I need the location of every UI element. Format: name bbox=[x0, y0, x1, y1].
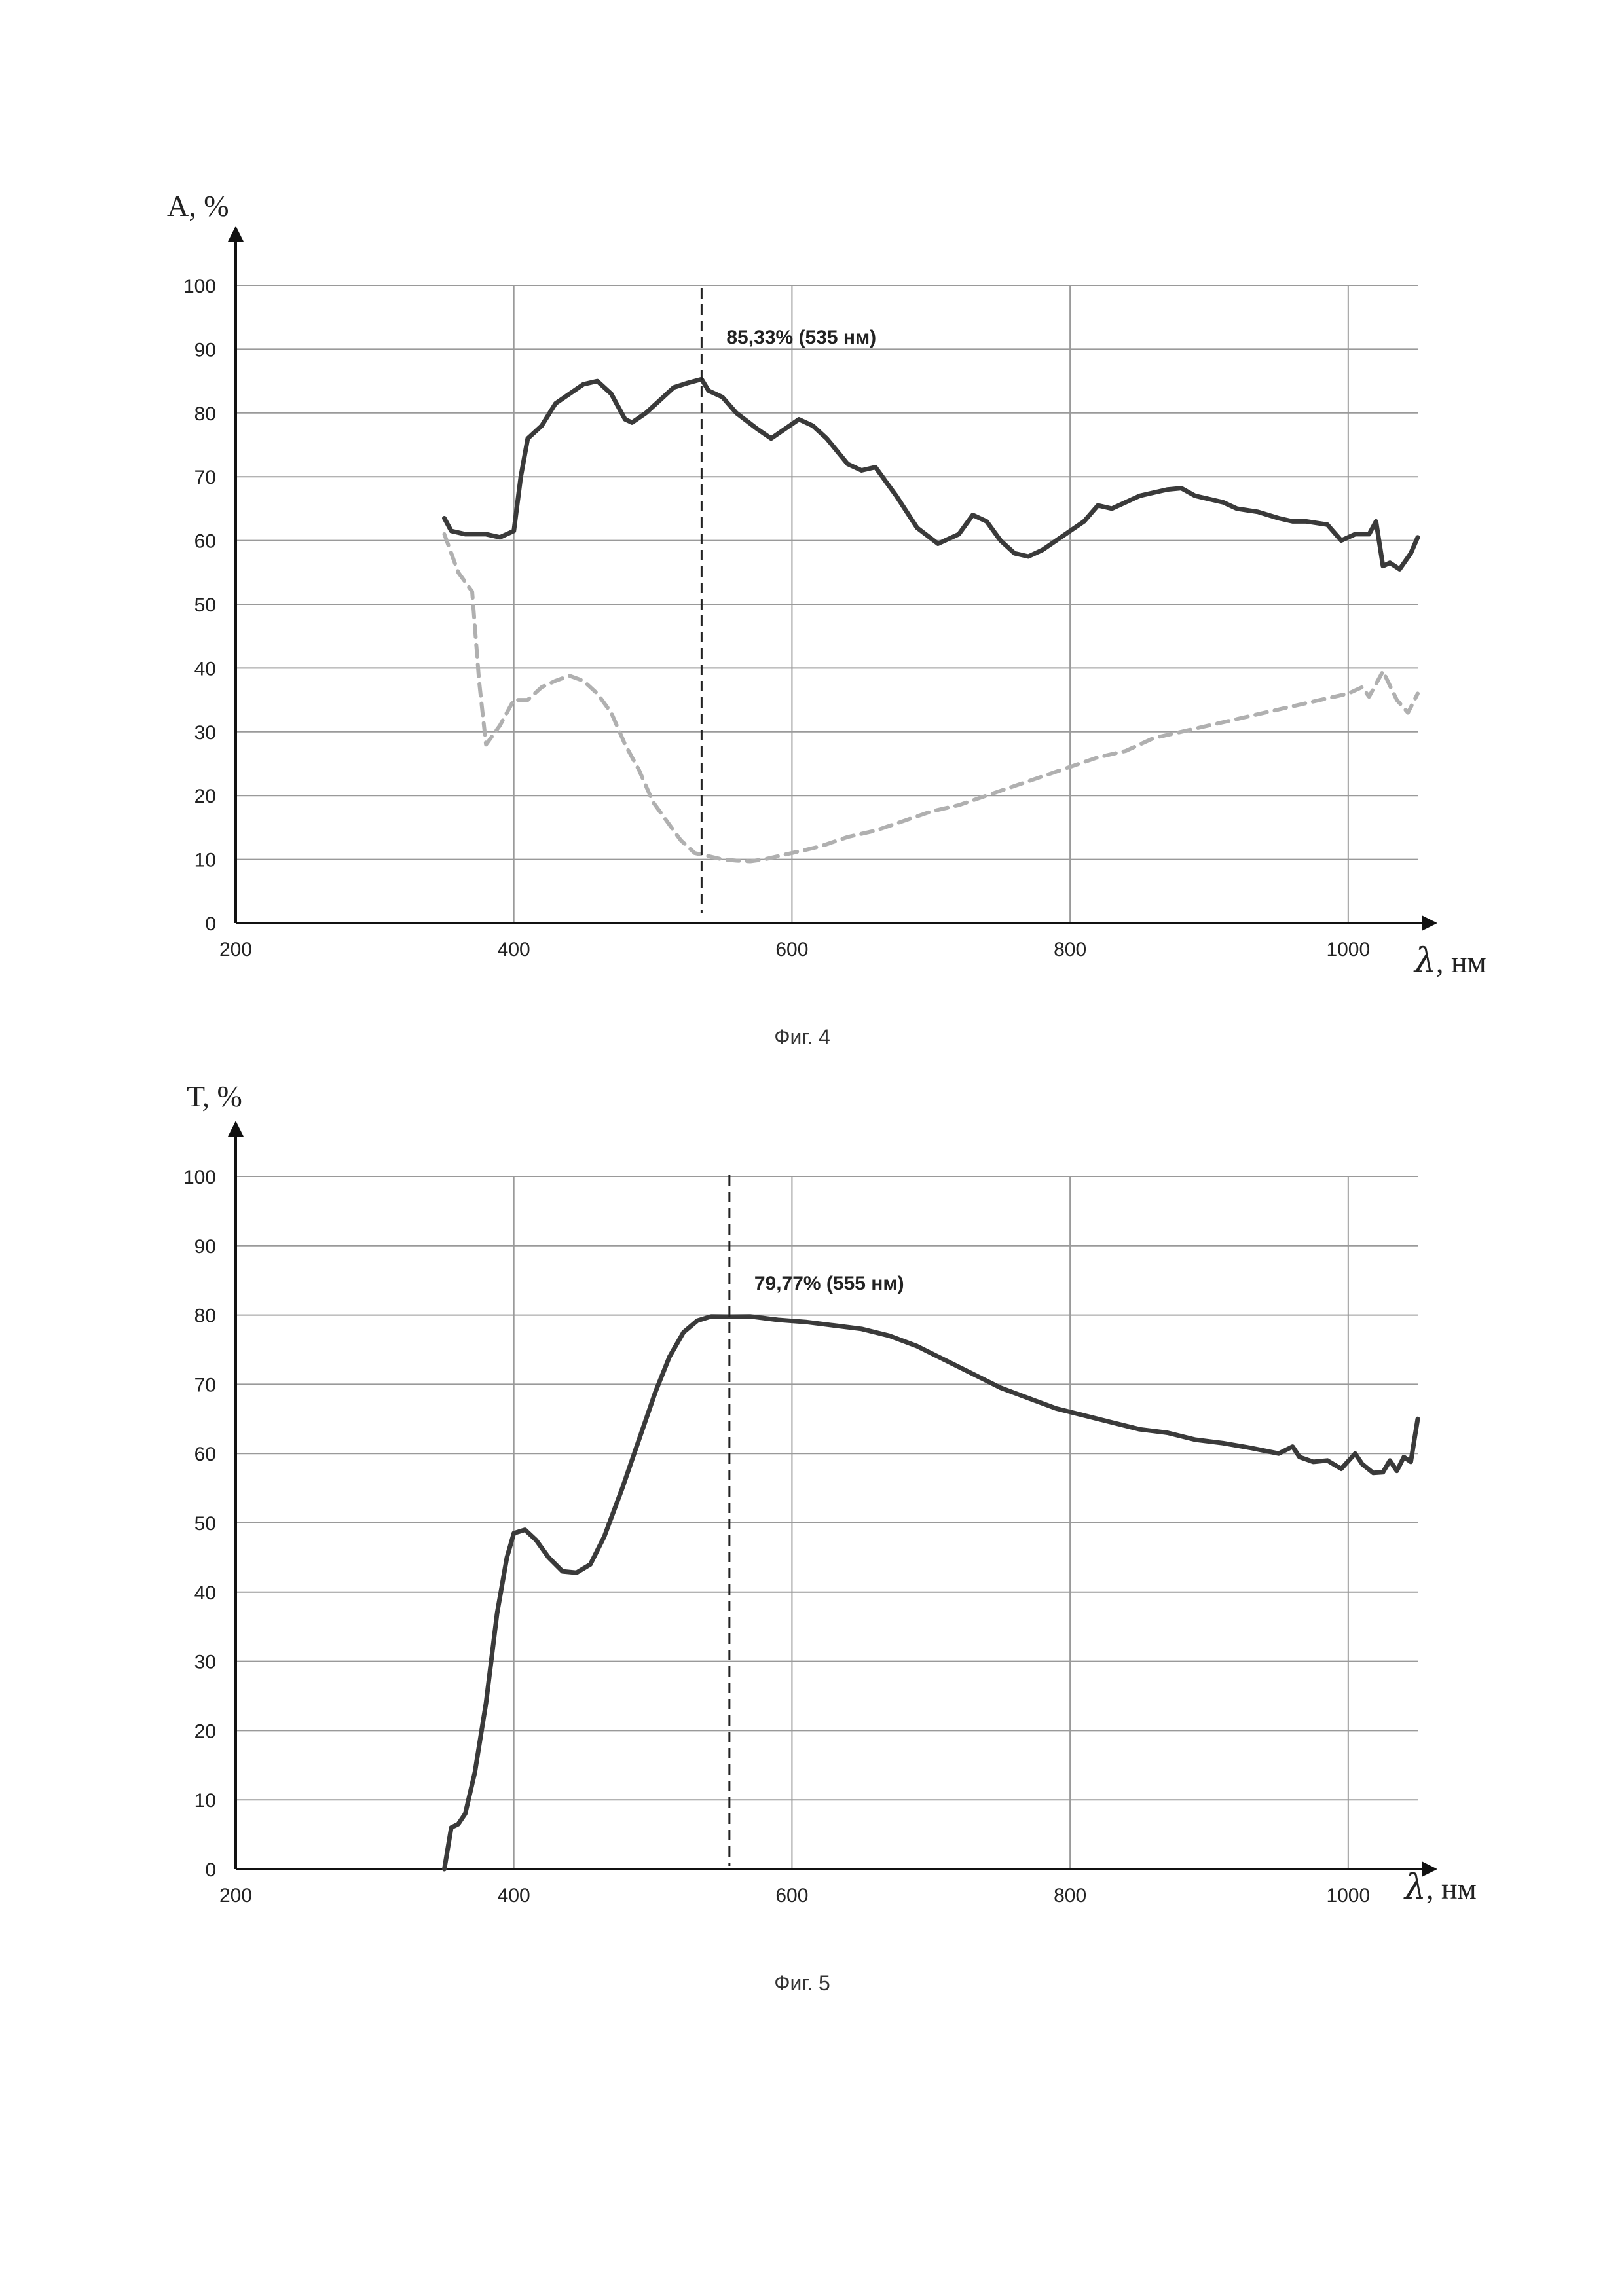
x-axis-title: λ, нм bbox=[1413, 941, 1486, 981]
x-axis-unit: , нм bbox=[1426, 1872, 1477, 1905]
y-tick-label: 50 bbox=[194, 594, 216, 616]
x-tick-label: 800 bbox=[1054, 1885, 1086, 1906]
x-tick-label: 1000 bbox=[1326, 1885, 1370, 1906]
lambda-symbol: λ bbox=[1403, 1868, 1426, 1907]
x-tick-label: 400 bbox=[498, 939, 530, 960]
y-axis-title: Т, % bbox=[187, 1080, 242, 1113]
y-tick-label: 30 bbox=[194, 1652, 216, 1673]
peak-annotation-label: 85,33% (535 нм) bbox=[726, 327, 876, 348]
x-axis-unit: , нм bbox=[1436, 945, 1486, 979]
x-tick-label: 600 bbox=[775, 939, 808, 960]
x-tick-label: 800 bbox=[1054, 939, 1086, 960]
y-tick-label: 70 bbox=[194, 1374, 216, 1396]
y-axis-arrow bbox=[228, 1121, 244, 1137]
x-tick-label: 200 bbox=[219, 1885, 252, 1906]
x-axis-title: λ, нм bbox=[1403, 1868, 1477, 1907]
x-axis-arrow bbox=[1422, 915, 1437, 931]
figure-caption: Фиг. 4 bbox=[774, 1025, 830, 1049]
peak-annotation-label: 79,77% (555 нм) bbox=[754, 1273, 904, 1294]
series-line-solid bbox=[445, 1317, 1418, 1869]
y-tick-label: 20 bbox=[194, 786, 216, 807]
figure-caption: Фиг. 5 bbox=[774, 1971, 830, 1995]
x-tick-label: 600 bbox=[775, 1885, 808, 1906]
y-tick-label: 60 bbox=[194, 1444, 216, 1465]
y-tick-label: 60 bbox=[194, 531, 216, 553]
y-axis-title: А, % bbox=[167, 189, 229, 223]
y-tick-label: 10 bbox=[194, 1790, 216, 1812]
y-tick-label: 40 bbox=[194, 1582, 216, 1604]
y-tick-label: 80 bbox=[194, 403, 216, 425]
chart-fig4: 0 10 20 30 40 50 60 70 80 90 100 200 400 600 800 1000 А,… bbox=[167, 189, 1486, 1049]
y-tick-label: 90 bbox=[194, 1236, 216, 1258]
y-tick-label: 40 bbox=[194, 658, 216, 680]
y-tick-label: 30 bbox=[194, 722, 216, 744]
y-tick-label: 100 bbox=[183, 1167, 216, 1188]
x-tick-label: 200 bbox=[219, 939, 252, 960]
series-line-dashed bbox=[445, 534, 1418, 862]
y-axis-arrow bbox=[228, 226, 244, 242]
y-tick-label: 20 bbox=[194, 1721, 216, 1742]
y-tick-label: 0 bbox=[205, 913, 216, 935]
y-tick-label: 80 bbox=[194, 1305, 216, 1327]
x-tick-label: 400 bbox=[498, 1885, 530, 1906]
y-tick-label: 0 bbox=[205, 1859, 216, 1881]
y-tick-label: 10 bbox=[194, 850, 216, 871]
lambda-symbol: λ bbox=[1413, 941, 1436, 981]
y-tick-label: 50 bbox=[194, 1513, 216, 1535]
y-tick-label: 100 bbox=[183, 276, 216, 297]
x-tick-label: 1000 bbox=[1326, 939, 1370, 960]
y-tick-label: 90 bbox=[194, 339, 216, 361]
chart-fig5: 0 10 20 30 40 50 60 70 80 90 100 200 400 600 800 1000 Т,… bbox=[183, 1080, 1477, 1995]
y-tick-label: 70 bbox=[194, 467, 216, 488]
